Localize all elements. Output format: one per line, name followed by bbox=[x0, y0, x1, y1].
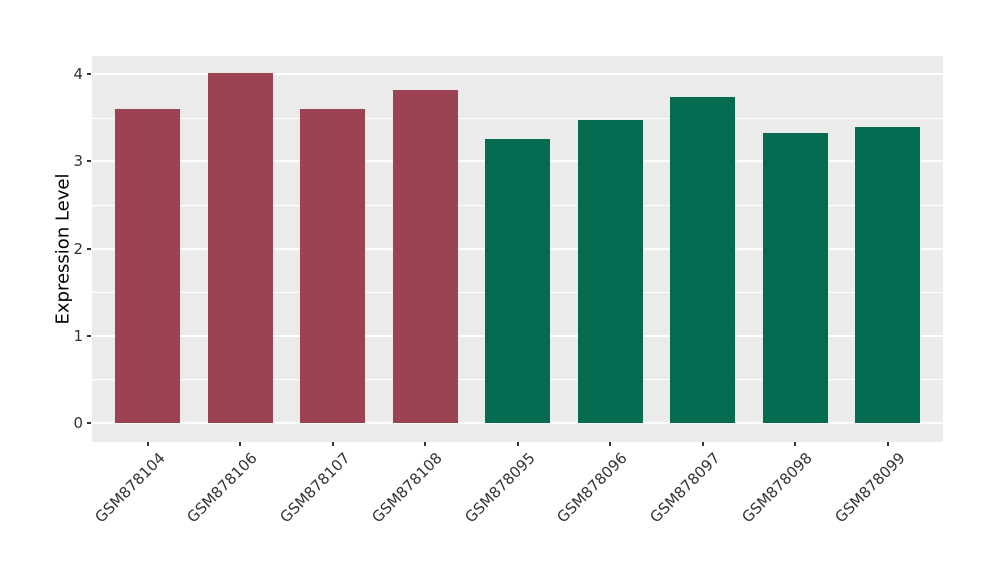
x-tick-label-GSM878097: GSM878097 bbox=[645, 449, 724, 527]
y-tick-label: 4 bbox=[73, 65, 83, 84]
x-tick-label-GSM878098: GSM878098 bbox=[738, 449, 816, 527]
x-tick-label-GSM878104: GSM878104 bbox=[90, 449, 169, 527]
bar-GSM878099 bbox=[855, 126, 920, 423]
bar-GSM878098 bbox=[763, 132, 828, 423]
x-tick-label-GSM878095: GSM878095 bbox=[460, 449, 539, 527]
bar-GSM878106 bbox=[208, 73, 273, 423]
x-tick-label-GSM878108: GSM878108 bbox=[368, 449, 446, 527]
bar-GSM878096 bbox=[578, 120, 643, 423]
y-tick-label: 1 bbox=[73, 326, 83, 345]
x-tick-mark bbox=[886, 442, 889, 446]
gridline-minor bbox=[92, 117, 943, 119]
y-tick-mark bbox=[87, 160, 91, 163]
y-tick-label: 3 bbox=[73, 152, 83, 171]
x-tick-label-GSM878099: GSM878099 bbox=[830, 449, 909, 527]
x-tick-label-GSM878096: GSM878096 bbox=[553, 449, 631, 527]
gridline-major bbox=[92, 73, 943, 76]
bar-GSM878108 bbox=[393, 89, 458, 423]
x-tick-mark bbox=[331, 442, 334, 446]
x-tick-label-GSM878106: GSM878106 bbox=[183, 449, 261, 527]
y-tick-mark bbox=[87, 73, 91, 76]
x-tick-mark bbox=[794, 442, 796, 446]
x-tick-label-GSM878107: GSM878107 bbox=[275, 449, 354, 527]
bar-GSM878095 bbox=[485, 138, 550, 423]
plot-panel bbox=[92, 56, 943, 442]
y-tick-mark bbox=[87, 334, 91, 337]
y-tick-label: 2 bbox=[73, 239, 83, 258]
y-axis-title: Expression Level bbox=[52, 173, 74, 325]
x-tick-mark bbox=[701, 442, 704, 446]
x-tick-mark bbox=[239, 442, 241, 446]
x-tick-mark bbox=[516, 442, 519, 446]
y-tick-mark bbox=[87, 247, 91, 250]
bar-GSM878097 bbox=[670, 96, 735, 423]
x-tick-mark bbox=[424, 442, 426, 446]
y-tick-mark bbox=[87, 421, 91, 424]
gridline-major bbox=[92, 421, 943, 424]
bar-GSM878104 bbox=[115, 109, 180, 423]
x-tick-mark bbox=[146, 442, 149, 446]
y-tick-label: 0 bbox=[73, 413, 83, 432]
x-tick-mark bbox=[609, 442, 611, 446]
bar-GSM878107 bbox=[300, 109, 365, 423]
